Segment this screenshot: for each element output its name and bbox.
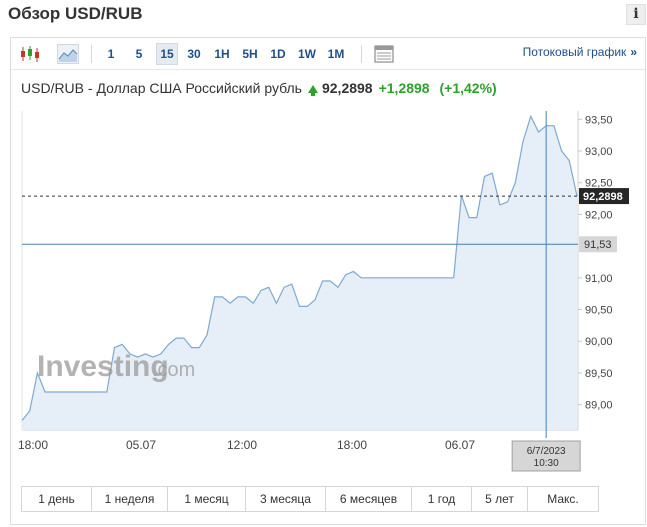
last-price: 92,2898 [321,80,373,96]
crosshair-time-label: 10:30 [534,458,559,469]
crosshair-y-tag [579,236,617,253]
page-title: Обзор USD/RUB [8,4,143,23]
stream-chart-link[interactable]: Потоковый график» [523,45,637,59]
chart-widget: 1 5 15 30 1H 5H 1D 1W 1M Потоковый графи… [10,37,646,525]
toolbar-divider [91,45,92,63]
x-tick-label: 18:00 [18,438,48,452]
instrument-name: USD/RUB - Доллар США Российский рубль [21,80,302,96]
stream-chart-label: Потоковый график [522,45,627,59]
chart-toolbar: 1 5 15 30 1H 5H 1D 1W 1M Потоковый графи… [11,38,645,70]
y-tick-label: 93,00 [585,146,613,158]
x-tick-label: 18:00 [337,438,367,452]
last-price-tag-label: 92,2898 [583,191,623,203]
timeframe-5h[interactable]: 5H [242,47,258,61]
period-1-day[interactable]: 1 день [22,487,92,511]
crosshair-y-label: 91,53 [584,239,612,251]
x-tick-label: 12:00 [227,438,257,452]
arrow-up-icon [307,84,318,96]
y-tick-label: 89,00 [585,400,613,412]
price-change-percent: (+1,42%) [439,80,497,96]
chevron-right-icon: » [630,45,637,59]
price-chart[interactable]: Investing.com 93,50 93,00 92,50 92,00 91,00 90… [11,38,645,483]
timeframe-5[interactable]: 5 [135,47,143,61]
period-1-week[interactable]: 1 неделя [92,487,168,511]
crosshair-x-tag [511,440,581,472]
x-tick-label: 06.07 [445,438,475,452]
timeframe-30[interactable]: 30 [187,47,201,61]
candlestick-icon[interactable] [19,44,41,64]
timeframe-1m[interactable]: 1M [327,47,345,61]
x-tick-label: 05.07 [126,438,156,452]
period-max[interactable]: Макс. [528,487,598,511]
period-5-years[interactable]: 5 лет [472,487,528,511]
toolbar-divider [361,45,362,63]
y-tick-label: 90,50 [585,305,613,317]
timeframe-1d[interactable]: 1D [270,47,286,61]
timeframe-15[interactable]: 15 [156,43,178,65]
watermark-logo: Investing [37,350,169,383]
period-6-months[interactable]: 6 месяцев [326,487,412,511]
y-tick-label: 92,00 [585,209,613,221]
price-area [22,116,577,430]
timeframe-1h[interactable]: 1H [214,47,230,61]
price-line [21,114,578,421]
area-chart-icon[interactable] [57,44,79,64]
crosshair-date-label: 6/7/2023 [527,446,566,457]
page-header: Обзор USD/RUB i [0,0,647,30]
watermark-suffix: .com [152,359,195,381]
period-1-month[interactable]: 1 месяц [168,487,246,511]
price-change: +1,2898 [378,80,430,96]
quote-line: USD/RUB - Доллар США Российский рубль 92,… [21,80,497,96]
y-tick-label: 89,50 [585,368,613,380]
y-tick-label: 91,00 [585,273,613,285]
y-tick-label: 93,50 [585,114,613,126]
period-3-months[interactable]: 3 месяца [246,487,326,511]
y-tick-label: 92,50 [585,178,613,190]
last-price-tag [579,188,629,205]
period-1-year[interactable]: 1 год [412,487,472,511]
info-button[interactable]: i [626,4,646,25]
period-selector: 1 день 1 неделя 1 месяц 3 месяца 6 месяц… [21,486,599,512]
y-tick-label: 90,00 [585,336,613,348]
timeframe-1w[interactable]: 1W [298,47,316,61]
data-table-icon[interactable] [373,44,395,64]
timeframe-1[interactable]: 1 [107,47,115,61]
